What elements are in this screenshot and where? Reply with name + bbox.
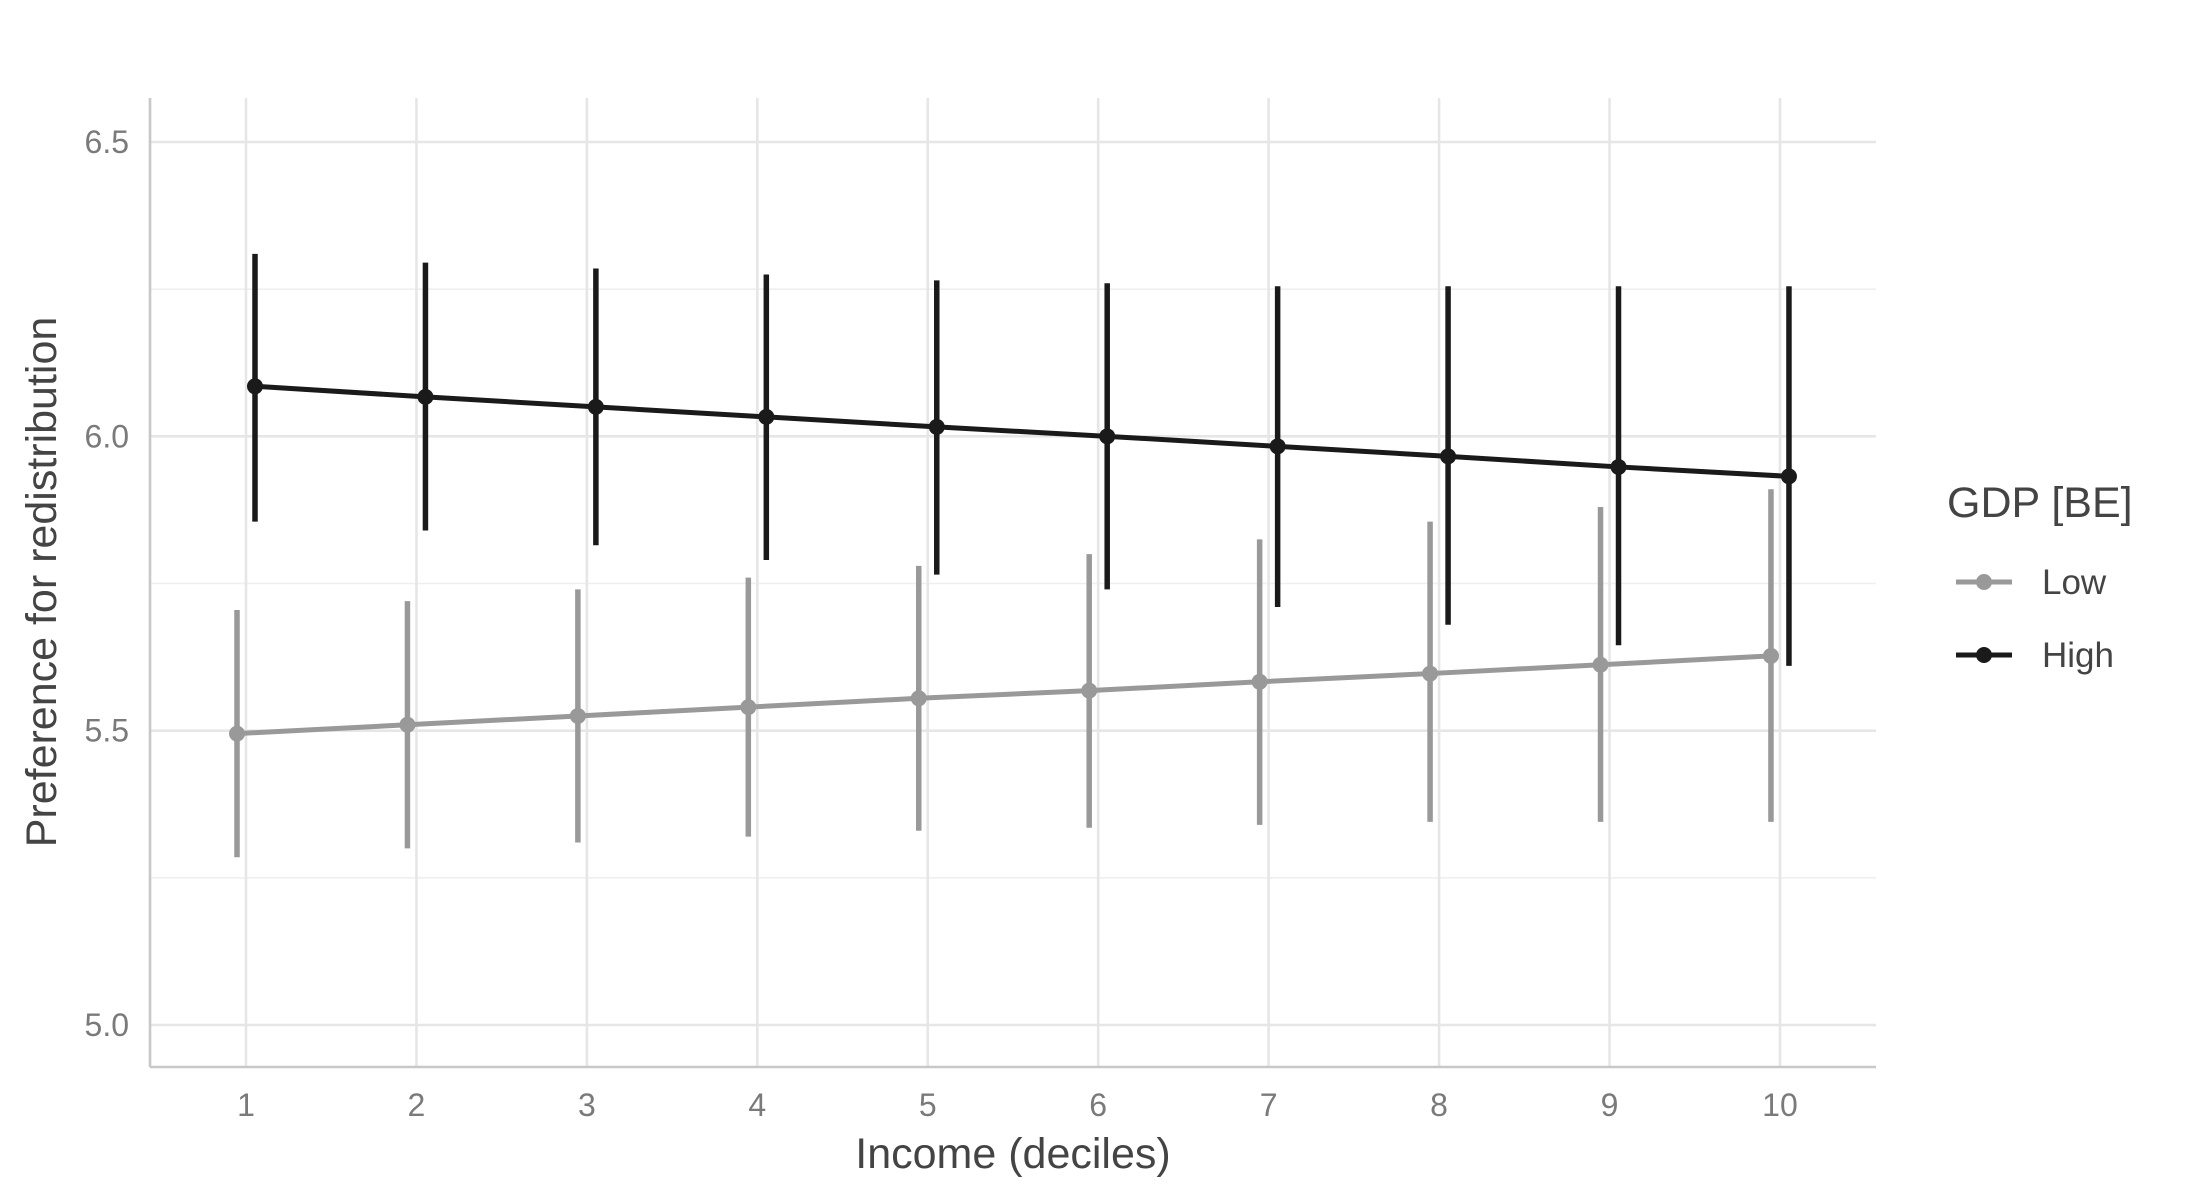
x-tick-label: 8 bbox=[1430, 1087, 1448, 1123]
data-point bbox=[417, 388, 434, 405]
legend-label: High bbox=[2042, 636, 2114, 675]
x-tick-label: 4 bbox=[748, 1087, 766, 1123]
legend-item-low: Low bbox=[1956, 563, 2107, 602]
y-tick-label: 6.0 bbox=[85, 418, 129, 454]
legend-item-high: High bbox=[1956, 636, 2114, 675]
x-axis-title: Income (deciles) bbox=[855, 1130, 1170, 1178]
x-tick-label: 3 bbox=[578, 1087, 596, 1123]
series-layer bbox=[229, 253, 1797, 858]
data-point bbox=[247, 378, 263, 395]
data-point bbox=[229, 725, 245, 742]
legend-title: GDP [BE] bbox=[1947, 479, 2133, 527]
data-point bbox=[928, 418, 945, 435]
data-point bbox=[399, 716, 416, 733]
legend-key-point bbox=[1976, 574, 1992, 590]
data-point bbox=[569, 707, 586, 724]
series-low bbox=[229, 489, 1779, 858]
grid bbox=[150, 98, 1876, 1067]
data-point bbox=[1099, 428, 1116, 445]
y-tick-labels: 5.0 5.5 6.0 6.5 bbox=[85, 124, 129, 1043]
data-point bbox=[1251, 673, 1268, 690]
x-tick-label: 1 bbox=[237, 1087, 255, 1123]
data-point bbox=[1081, 682, 1098, 699]
data-point bbox=[740, 699, 757, 716]
data-point bbox=[587, 398, 604, 415]
y-tick-label: 6.5 bbox=[85, 124, 129, 160]
x-tick-label: 5 bbox=[919, 1087, 937, 1123]
data-point bbox=[1610, 458, 1627, 475]
x-tick-label: 6 bbox=[1089, 1087, 1107, 1123]
series-line bbox=[236, 653, 1772, 737]
data-point bbox=[910, 690, 927, 707]
x-tick-labels: 1 2 3 4 5 6 7 8 9 10 bbox=[237, 1087, 1798, 1123]
y-tick-label: 5.0 bbox=[85, 1007, 129, 1043]
legend-items: Low High bbox=[1956, 563, 2114, 675]
legend: GDP [BE] Low High bbox=[1947, 479, 2133, 675]
series-high bbox=[247, 253, 1797, 666]
data-point bbox=[1440, 448, 1457, 465]
y-tick-label: 5.5 bbox=[85, 713, 129, 749]
legend-key-point bbox=[1976, 647, 1992, 663]
data-point bbox=[758, 408, 775, 425]
y-axis-title: Preference for redistribution bbox=[18, 317, 66, 848]
data-point bbox=[1780, 468, 1797, 485]
data-point bbox=[1269, 438, 1286, 455]
x-tick-label: 10 bbox=[1762, 1087, 1798, 1123]
x-tick-label: 9 bbox=[1601, 1087, 1619, 1123]
data-point bbox=[1422, 665, 1439, 682]
axes bbox=[148, 98, 1876, 1069]
x-tick-label: 7 bbox=[1260, 1087, 1278, 1123]
legend-label: Low bbox=[2042, 563, 2107, 602]
data-point bbox=[1592, 656, 1609, 673]
x-tick-label: 2 bbox=[408, 1087, 426, 1123]
data-point bbox=[1762, 647, 1779, 664]
series-line bbox=[254, 383, 1790, 479]
